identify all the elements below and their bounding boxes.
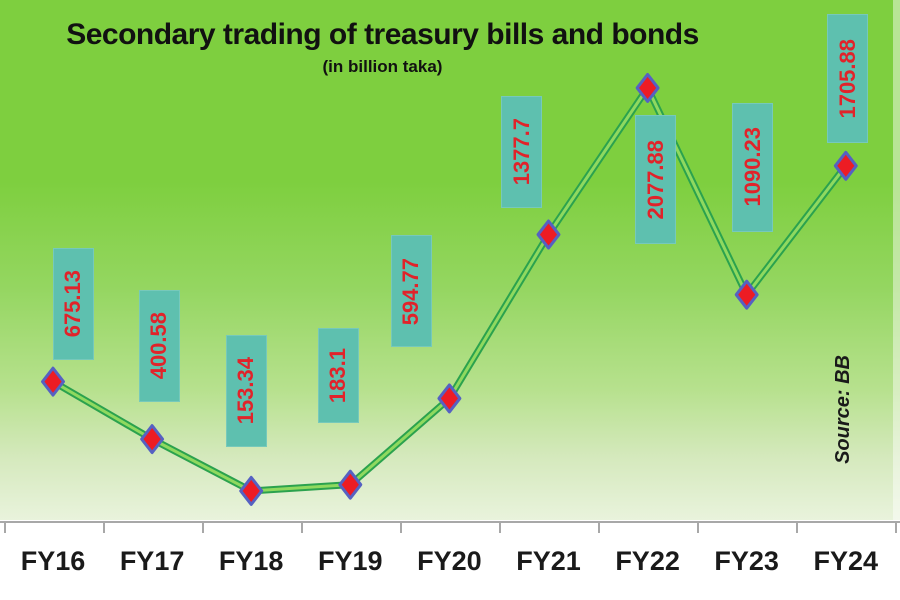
plot-area: 675.13 400.58 153.34 183.1 594.77 1377.7 2077.… <box>0 0 900 520</box>
data-label-value: 153.34 <box>233 357 259 425</box>
data-label-value: 1705.88 <box>834 38 860 119</box>
data-point-marker-FY21 <box>536 219 561 250</box>
source-note-text: Source: BB <box>831 354 854 464</box>
data-label-box-FY19: 183.1 <box>317 327 359 423</box>
data-label-value: 183.1 <box>325 347 351 403</box>
x-axis-line <box>0 521 900 523</box>
x-tick-label-FY22: FY22 <box>615 546 680 576</box>
x-axis-tick <box>201 523 204 533</box>
title-block: Secondary trading of treasury bills and … <box>0 18 765 77</box>
data-label-value: 675.13 <box>60 269 85 338</box>
x-axis-tick <box>3 523 6 533</box>
x-tick-label-FY19: FY19 <box>318 546 383 576</box>
x-tick-label-FY20: FY20 <box>417 546 482 576</box>
data-point-marker-FY19 <box>338 469 363 500</box>
x-axis-tick <box>598 523 601 533</box>
chart-title: Secondary trading of treasury bills and … <box>66 18 699 51</box>
x-tick-label-FY17: FY17 <box>119 546 185 576</box>
data-label-value: 2077.88 <box>642 139 668 220</box>
data-label-box-FY17: 400.58 <box>138 290 180 403</box>
x-tick-label-FY16: FY16 <box>20 546 86 576</box>
x-axis-tick <box>499 523 501 533</box>
line-series-svg <box>41 72 858 506</box>
data-point-marker-FY24 <box>833 150 858 181</box>
data-point-marker-FY20 <box>437 383 462 414</box>
data-label-box-FY21: 1377.7 <box>501 95 542 208</box>
data-label-box-FY20: 594.77 <box>390 235 432 348</box>
data-label-value: 400.58 <box>146 312 172 380</box>
x-tick-label-FY24: FY24 <box>813 546 879 576</box>
data-label-box-FY22: 2077.88 <box>635 114 677 244</box>
data-label-value: 594.77 <box>398 257 424 326</box>
chart-subtitle: (in billion taka) <box>322 57 443 76</box>
x-axis-tick <box>895 523 898 533</box>
x-axis-tick <box>697 523 700 533</box>
data-label-box-FY18: 153.34 <box>225 334 267 447</box>
x-axis-tick <box>796 523 799 533</box>
x-axis-tick <box>300 523 303 533</box>
data-point-marker-FY16 <box>41 366 65 397</box>
data-label-value: 1377.7 <box>508 117 534 186</box>
data-point-marker-FY22 <box>635 72 660 103</box>
x-tick-label-FY21: FY21 <box>516 546 581 576</box>
x-tick-label-FY23: FY23 <box>714 546 779 576</box>
data-label-value: 1090.23 <box>739 127 765 207</box>
data-label-box-FY16: 675.13 <box>52 247 94 360</box>
x-axis-tick <box>102 523 105 533</box>
plot-right-edge-strip <box>893 0 900 520</box>
source-note: Source: BB <box>828 328 858 490</box>
data-label-box-FY23: 1090.23 <box>732 102 774 232</box>
data-label-box-FY24: 1705.88 <box>827 13 869 143</box>
x-tick-label-FY18: FY18 <box>218 546 284 576</box>
data-point-marker-FY17 <box>140 424 165 455</box>
x-axis-tick <box>399 523 402 533</box>
data-point-marker-FY18 <box>239 475 264 506</box>
data-point-marker-FY23 <box>734 279 759 310</box>
